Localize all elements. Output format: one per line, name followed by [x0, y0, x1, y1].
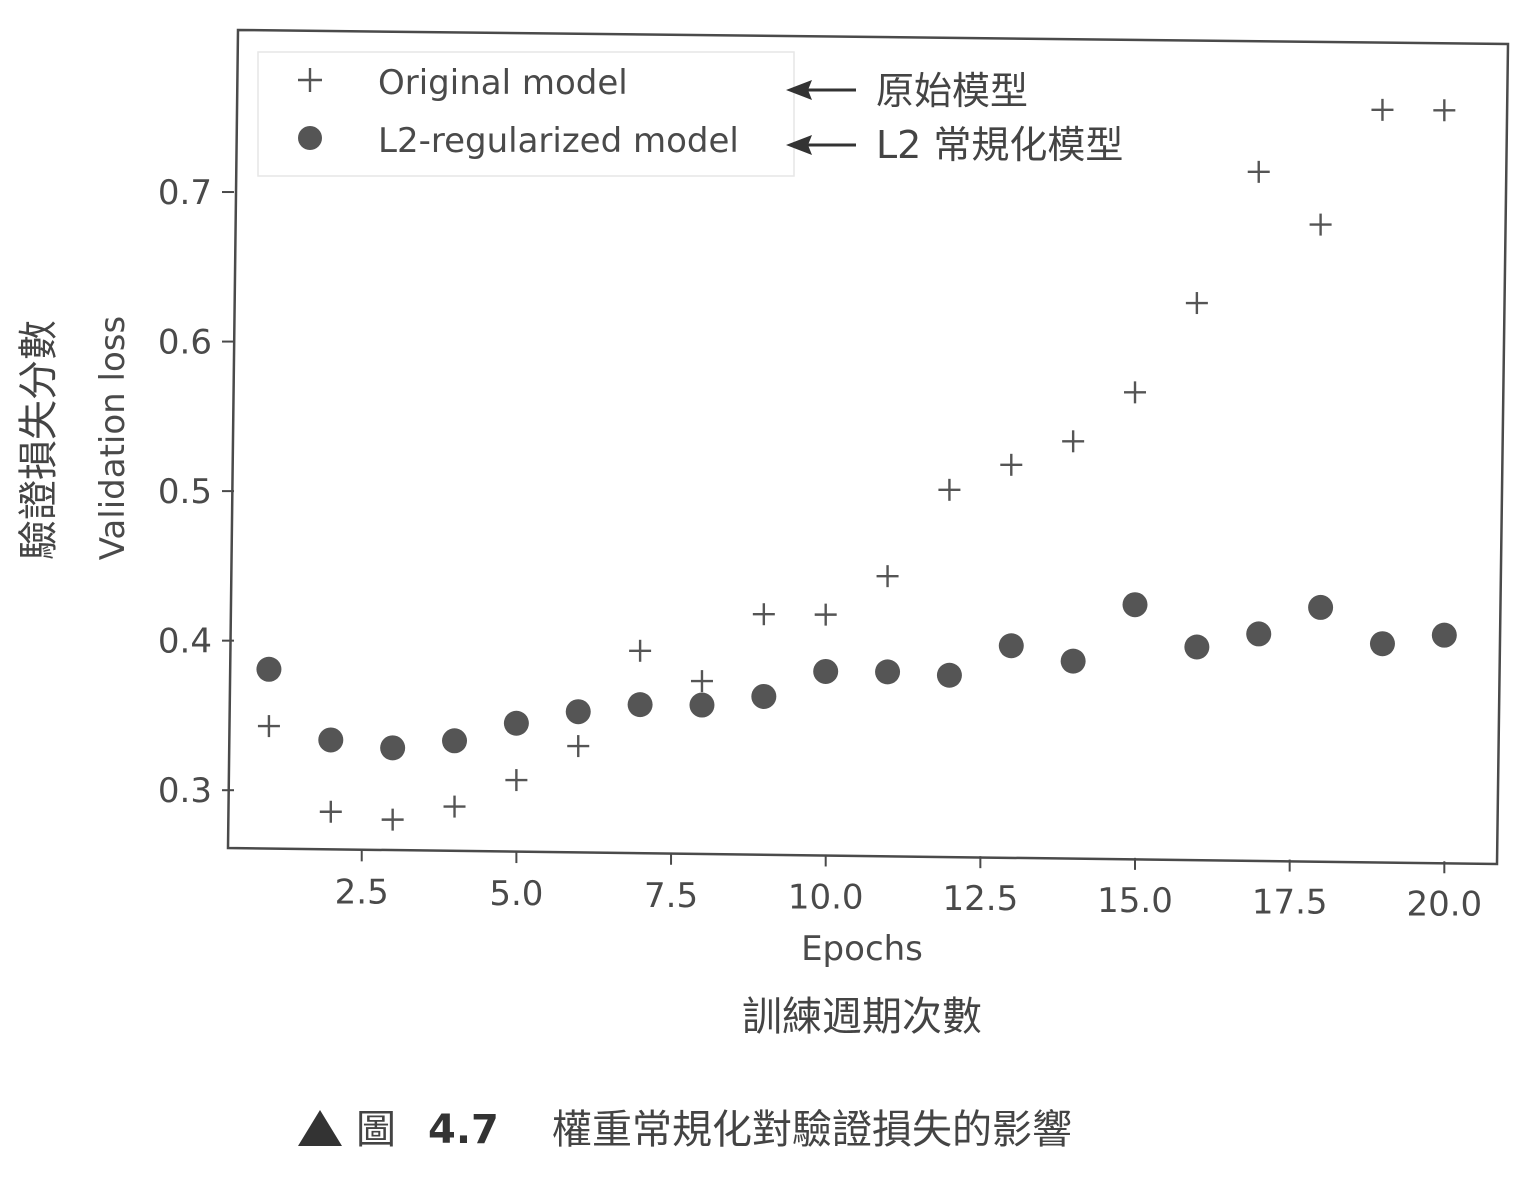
point-l2-regularized-model: [380, 735, 406, 761]
point-l2-regularized-model: [1369, 631, 1395, 657]
legend-box: [257, 51, 795, 177]
caption-text: 權重常規化對驗證損失的影響: [552, 1107, 1072, 1153]
legend-marker-original: [298, 68, 322, 92]
point-original-model: [381, 808, 404, 831]
point-l2-regularized-model: [503, 710, 529, 736]
point-original-model: [443, 795, 466, 818]
legend-marker-l2: [298, 126, 322, 150]
x-tick-label: 5.0: [489, 874, 543, 914]
point-original-model: [814, 603, 837, 626]
point-l2-regularized-model: [936, 662, 962, 688]
point-original-model: [1371, 98, 1394, 121]
point-l2-regularized-model: [751, 683, 777, 709]
point-original-model: [629, 639, 652, 662]
annotation-l2-zh: L2 常規化模型: [876, 123, 1123, 167]
legend-label-l2: L2-regularized model: [378, 121, 739, 161]
y-tick-label: 0.3: [158, 771, 212, 811]
point-l2-regularized-model: [256, 656, 282, 682]
point-original-model: [319, 800, 342, 823]
point-original-model: [1185, 292, 1208, 315]
y-axis-label-zh: 驗證損失分數: [16, 320, 62, 560]
y-axis-ticks: 0.3 0.4 0.5 0.6 0.7: [158, 173, 234, 811]
point-l2-regularized-model: [318, 727, 344, 753]
point-original-model: [1062, 430, 1085, 453]
point-original-model: [876, 565, 899, 588]
point-l2-regularized-model: [1246, 621, 1272, 647]
x-axis-ticks: 2.5 5.0 7.5 10.0 12.5 15.0 17.5 20.0: [335, 849, 1482, 924]
y-tick-label: 0.7: [158, 173, 212, 213]
point-original-model: [505, 769, 528, 792]
point-l2-regularized-model: [1184, 634, 1210, 660]
point-l2-regularized-model: [998, 633, 1024, 659]
point-l2-regularized-model: [1431, 622, 1457, 648]
point-original-model: [1124, 381, 1147, 404]
series-original-model: [257, 98, 1456, 831]
annotation-original-zh: 原始模型: [876, 69, 1028, 113]
caption-figure-label: 圖: [356, 1107, 396, 1153]
point-l2-regularized-model: [1060, 648, 1086, 674]
x-tick-label: 20.0: [1406, 884, 1482, 924]
point-l2-regularized-model: [442, 728, 468, 754]
y-tick-label: 0.6: [158, 323, 212, 363]
x-tick-label: 2.5: [335, 872, 389, 912]
point-l2-regularized-model: [565, 699, 591, 725]
point-original-model: [1000, 453, 1023, 476]
point-l2-regularized-model: [627, 692, 653, 718]
point-original-model: [752, 603, 775, 626]
point-original-model: [690, 670, 713, 693]
point-original-model: [257, 715, 280, 738]
point-l2-regularized-model: [1122, 592, 1148, 618]
annotation-arrow-original: [786, 80, 856, 100]
caption-figure-number: 4.7: [428, 1107, 499, 1153]
legend-label-original: Original model: [378, 63, 628, 103]
point-l2-regularized-model: [1308, 594, 1334, 620]
point-original-model: [938, 478, 961, 501]
point-original-model: [567, 735, 590, 758]
y-tick-label: 0.5: [158, 472, 212, 512]
x-axis-label-zh: 訓練週期次數: [742, 994, 982, 1040]
point-l2-regularized-model: [813, 658, 839, 684]
x-tick-label: 7.5: [644, 876, 698, 916]
x-axis-label: Epochs: [801, 929, 923, 969]
x-tick-label: 10.0: [788, 877, 864, 917]
x-tick-label: 15.0: [1097, 881, 1173, 921]
point-l2-regularized-model: [875, 659, 901, 685]
series-l2-regularized-model: [256, 592, 1457, 761]
x-tick-label: 12.5: [943, 879, 1019, 919]
point-l2-regularized-model: [689, 692, 715, 718]
y-tick-label: 0.4: [158, 622, 212, 662]
point-original-model: [1309, 213, 1332, 236]
caption-triangle-icon: [298, 1110, 342, 1146]
x-tick-label: 17.5: [1252, 883, 1328, 923]
point-original-model: [1247, 160, 1270, 183]
point-original-model: [1433, 99, 1456, 122]
y-axis-label: Validation loss: [93, 316, 133, 560]
annotation-arrow-l2: [786, 135, 856, 155]
